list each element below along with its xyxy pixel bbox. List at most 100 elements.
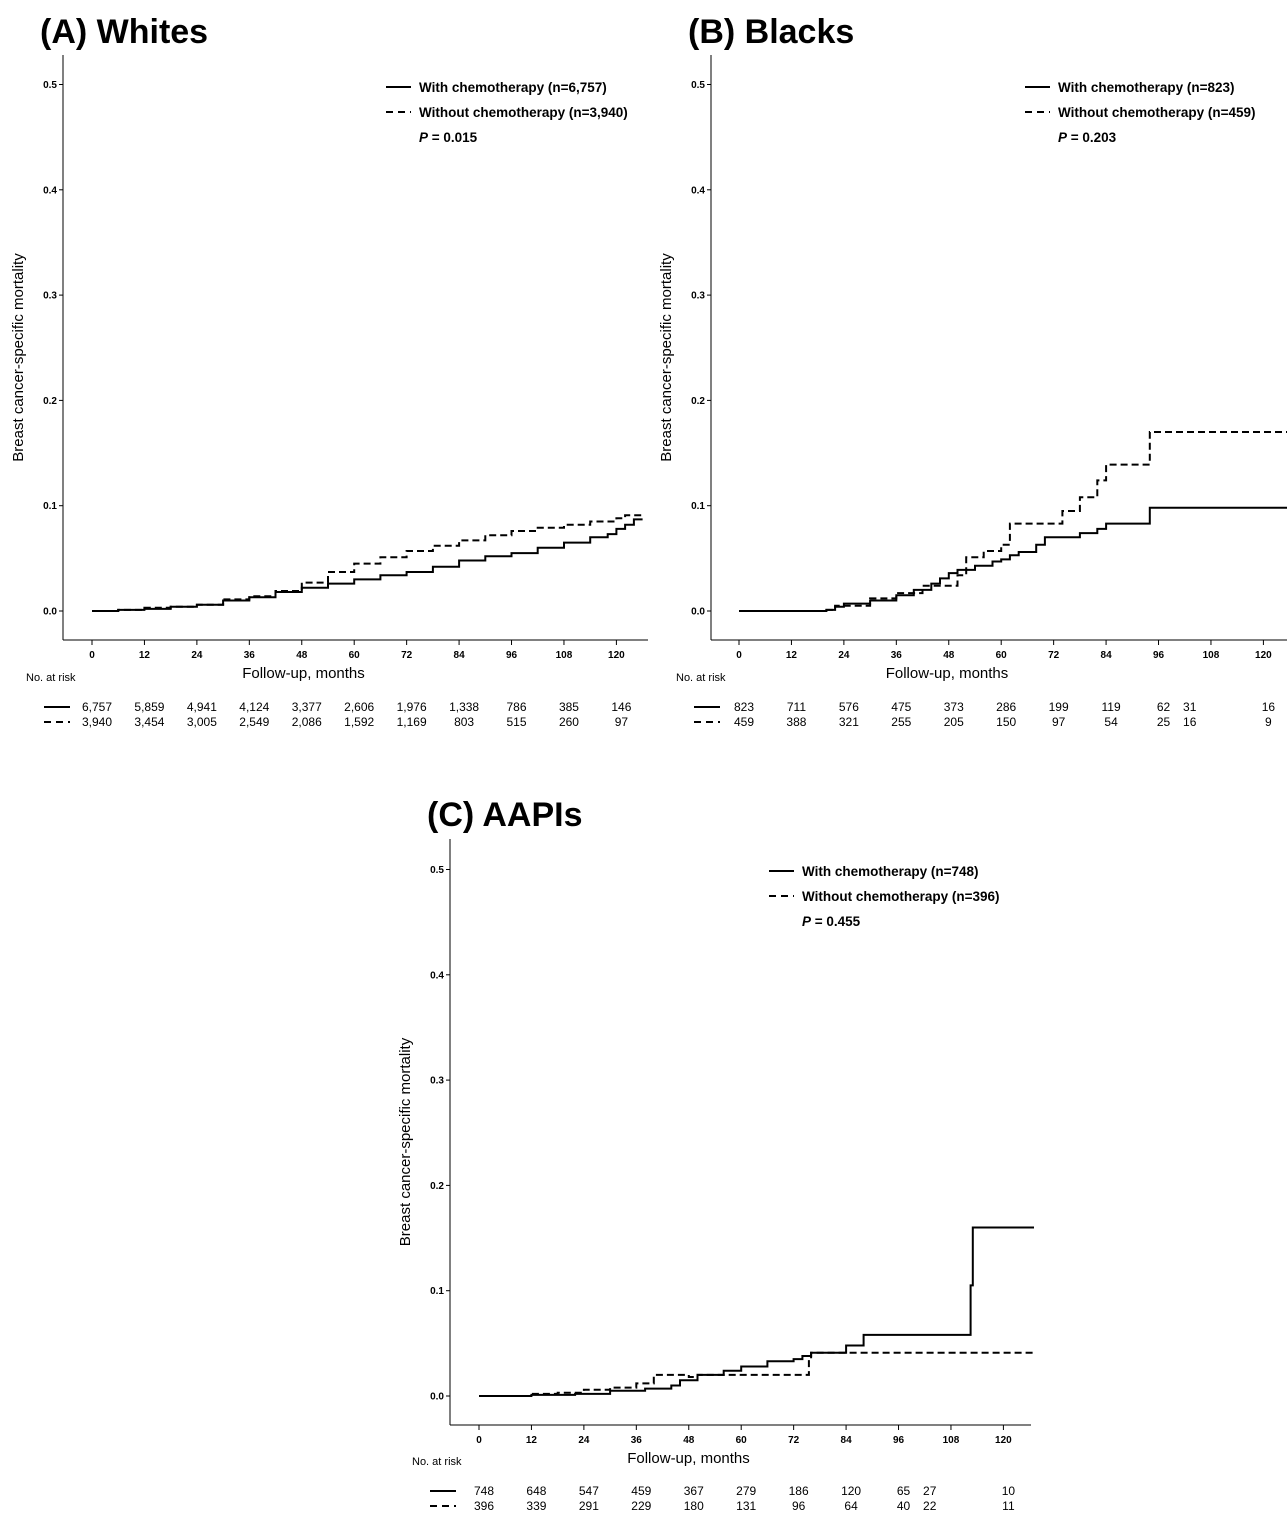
risk-count: 286 [996, 700, 1016, 714]
series-line-with-chemo [92, 518, 643, 612]
x-axis-label: Follow-up, months [627, 1450, 750, 1467]
x-tick-label: 72 [401, 650, 413, 661]
p-value-text: P = 0.203 [1058, 130, 1117, 145]
y-tick-label: 0.5 [430, 865, 444, 876]
x-tick-label: 96 [506, 650, 518, 661]
risk-count: 3,940 [82, 715, 112, 729]
y-tick-label: 0.0 [430, 1392, 444, 1403]
risk-count: 22 [923, 1499, 937, 1513]
p-value-number: = 0.015 [428, 130, 478, 145]
risk-count: 786 [507, 700, 527, 714]
chart-title: (A) Whites [40, 13, 208, 51]
risk-count: 9 [1265, 715, 1272, 729]
chart-panel-0: (A) Whites 0.0 0.1 0.2 0.3 0.4 0.5 0 12 24 36 48 60 7… [10, 13, 648, 729]
risk-count: 547 [579, 1484, 599, 1498]
y-tick-label: 0.4 [430, 970, 444, 981]
risk-count: 459 [631, 1484, 651, 1498]
y-tick-label: 0.3 [691, 291, 705, 302]
risk-count: 385 [559, 700, 579, 714]
x-tick-label: 36 [244, 650, 256, 661]
risk-count: 321 [839, 715, 859, 729]
x-tick-label: 60 [996, 650, 1008, 661]
y-tick-label: 0.2 [691, 396, 705, 407]
risk-count: 146 [611, 700, 631, 714]
x-axis-label: Follow-up, months [242, 665, 365, 682]
y-axis-label: Breast cancer-specific mortality [658, 253, 675, 462]
risk-count: 62 [1157, 700, 1171, 714]
y-tick-label: 0.4 [43, 185, 57, 196]
y-tick-label: 0.5 [43, 80, 57, 91]
legend-entry: Without chemotherapy (n=396) [802, 889, 1000, 904]
x-tick-label: 84 [841, 1435, 853, 1446]
x-axis-label: Follow-up, months [886, 665, 1009, 682]
x-tick-label: 108 [943, 1435, 960, 1446]
y-tick-label: 0.3 [43, 291, 57, 302]
risk-count: 11 [1002, 1499, 1015, 1513]
y-axis-label: Breast cancer-specific mortality [10, 253, 27, 462]
x-tick-label: 36 [891, 650, 903, 661]
risk-count: 64 [844, 1499, 858, 1513]
y-tick-label: 0.0 [691, 607, 705, 618]
risk-count: 180 [684, 1499, 704, 1513]
risk-count: 475 [891, 700, 911, 714]
risk-count: 6,757 [82, 700, 112, 714]
risk-count: 131 [736, 1499, 756, 1513]
risk-table-label: No. at risk [676, 672, 726, 684]
x-tick-label: 108 [556, 650, 573, 661]
risk-count: 120 [841, 1484, 861, 1498]
risk-count: 31 [1183, 700, 1197, 714]
x-tick-label: 48 [683, 1435, 695, 1446]
series-line-with-chemo [479, 1226, 1034, 1397]
x-tick-label: 84 [1101, 650, 1113, 661]
risk-count: 96 [792, 1499, 806, 1513]
x-tick-label: 24 [191, 650, 203, 661]
y-tick-label: 0.3 [430, 1076, 444, 1087]
risk-count: 16 [1262, 700, 1276, 714]
risk-table-label: No. at risk [412, 1456, 462, 1468]
series-line-without-chemo [92, 514, 643, 612]
x-tick-label: 24 [838, 650, 850, 661]
risk-count: 1,976 [397, 700, 427, 714]
y-tick-label: 0.0 [43, 607, 57, 618]
legend-entry: Without chemotherapy (n=3,940) [419, 105, 628, 120]
risk-count: 25 [1157, 715, 1171, 729]
risk-count: 3,377 [292, 700, 322, 714]
risk-count: 16 [1183, 715, 1197, 729]
risk-count: 4,124 [239, 700, 269, 714]
risk-count: 40 [897, 1499, 911, 1513]
x-tick-label: 48 [296, 650, 308, 661]
y-axis-label: Breast cancer-specific mortality [397, 1037, 414, 1246]
chart-panel-2: (C) AAPIs 0.0 0.1 0.2 0.3 0.4 0.5 0 12 24 36 48 60 72… [397, 796, 1034, 1513]
x-tick-label: 0 [476, 1435, 482, 1446]
risk-count: 199 [1049, 700, 1069, 714]
x-tick-label: 96 [1153, 650, 1165, 661]
p-value-number: = 0.455 [811, 914, 861, 929]
risk-count: 2,549 [239, 715, 269, 729]
p-value-symbol: P [802, 914, 812, 929]
risk-count: 367 [684, 1484, 704, 1498]
p-value-number: = 0.203 [1067, 130, 1117, 145]
risk-count: 255 [891, 715, 911, 729]
risk-count: 3,005 [187, 715, 217, 729]
x-tick-label: 60 [736, 1435, 748, 1446]
y-tick-label: 0.1 [691, 501, 705, 512]
chart-panel-1: (B) Blacks 0.0 0.1 0.2 0.3 0.4 0.5 0 12 24 36 48 60 7… [658, 13, 1287, 729]
risk-count: 229 [631, 1499, 651, 1513]
x-tick-label: 36 [631, 1435, 643, 1446]
x-tick-label: 60 [349, 650, 361, 661]
x-tick-label: 0 [89, 650, 95, 661]
x-tick-label: 12 [139, 650, 151, 661]
risk-count: 3,454 [134, 715, 164, 729]
risk-count: 648 [526, 1484, 546, 1498]
series-line-without-chemo [479, 1351, 1034, 1397]
x-tick-label: 72 [1048, 650, 1060, 661]
risk-count: 10 [1002, 1484, 1016, 1498]
risk-count: 1,169 [397, 715, 427, 729]
risk-count: 97 [615, 715, 629, 729]
legend-entry: With chemotherapy (n=823) [1058, 80, 1235, 95]
risk-count: 1,592 [344, 715, 374, 729]
risk-count: 373 [944, 700, 964, 714]
risk-count: 291 [579, 1499, 599, 1513]
risk-count: 459 [734, 715, 754, 729]
